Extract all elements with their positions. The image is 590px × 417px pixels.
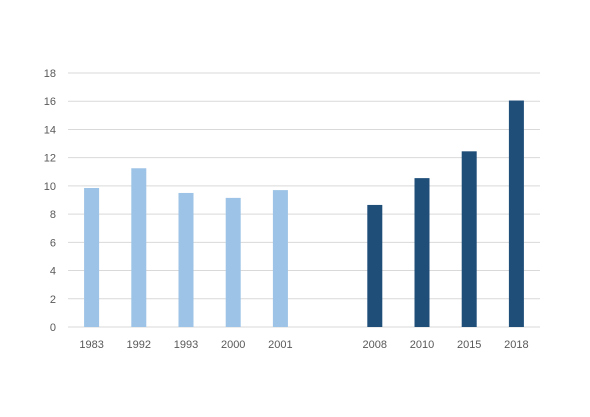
x-tick-label: 1993 [174,339,198,351]
y-axis-tick-labels: 0 2 4 6 8 10 12 14 16 18 [44,68,56,334]
x-tick-label: 2000 [221,339,245,351]
y-tick-label: 4 [50,266,56,278]
y-tick-label: 10 [44,181,56,193]
bar-2001 [272,190,288,327]
bar-2015 [461,151,477,327]
y-tick-label: 2 [50,294,56,306]
x-tick-label: 2018 [504,339,528,351]
bar-1993 [178,192,194,327]
gridlines [68,72,540,328]
bar-1983 [84,188,100,327]
bar-2010 [414,178,430,327]
bar-2000 [225,197,241,327]
x-tick-label: 2008 [363,339,387,351]
x-tick-label: 1983 [79,339,103,351]
y-tick-label: 8 [50,209,56,221]
y-tick-label: 14 [44,124,56,136]
y-tick-label: 12 [44,153,56,165]
x-tick-label: 2001 [268,339,292,351]
x-tick-label: 2010 [410,339,434,351]
x-tick-label: 1992 [127,339,151,351]
y-tick-label: 0 [50,322,56,334]
bar-2018 [508,100,524,328]
x-tick-label: 2015 [457,339,481,351]
y-tick-label: 18 [44,68,56,80]
x-axis-tick-labels: 1983 1992 1993 2000 2001 2008 2010 2015 2018 [79,339,528,351]
bars [84,100,524,328]
bar-1992 [131,168,147,327]
y-tick-label: 6 [50,237,56,249]
bar-2008 [367,204,383,327]
y-tick-label: 16 [44,96,56,108]
